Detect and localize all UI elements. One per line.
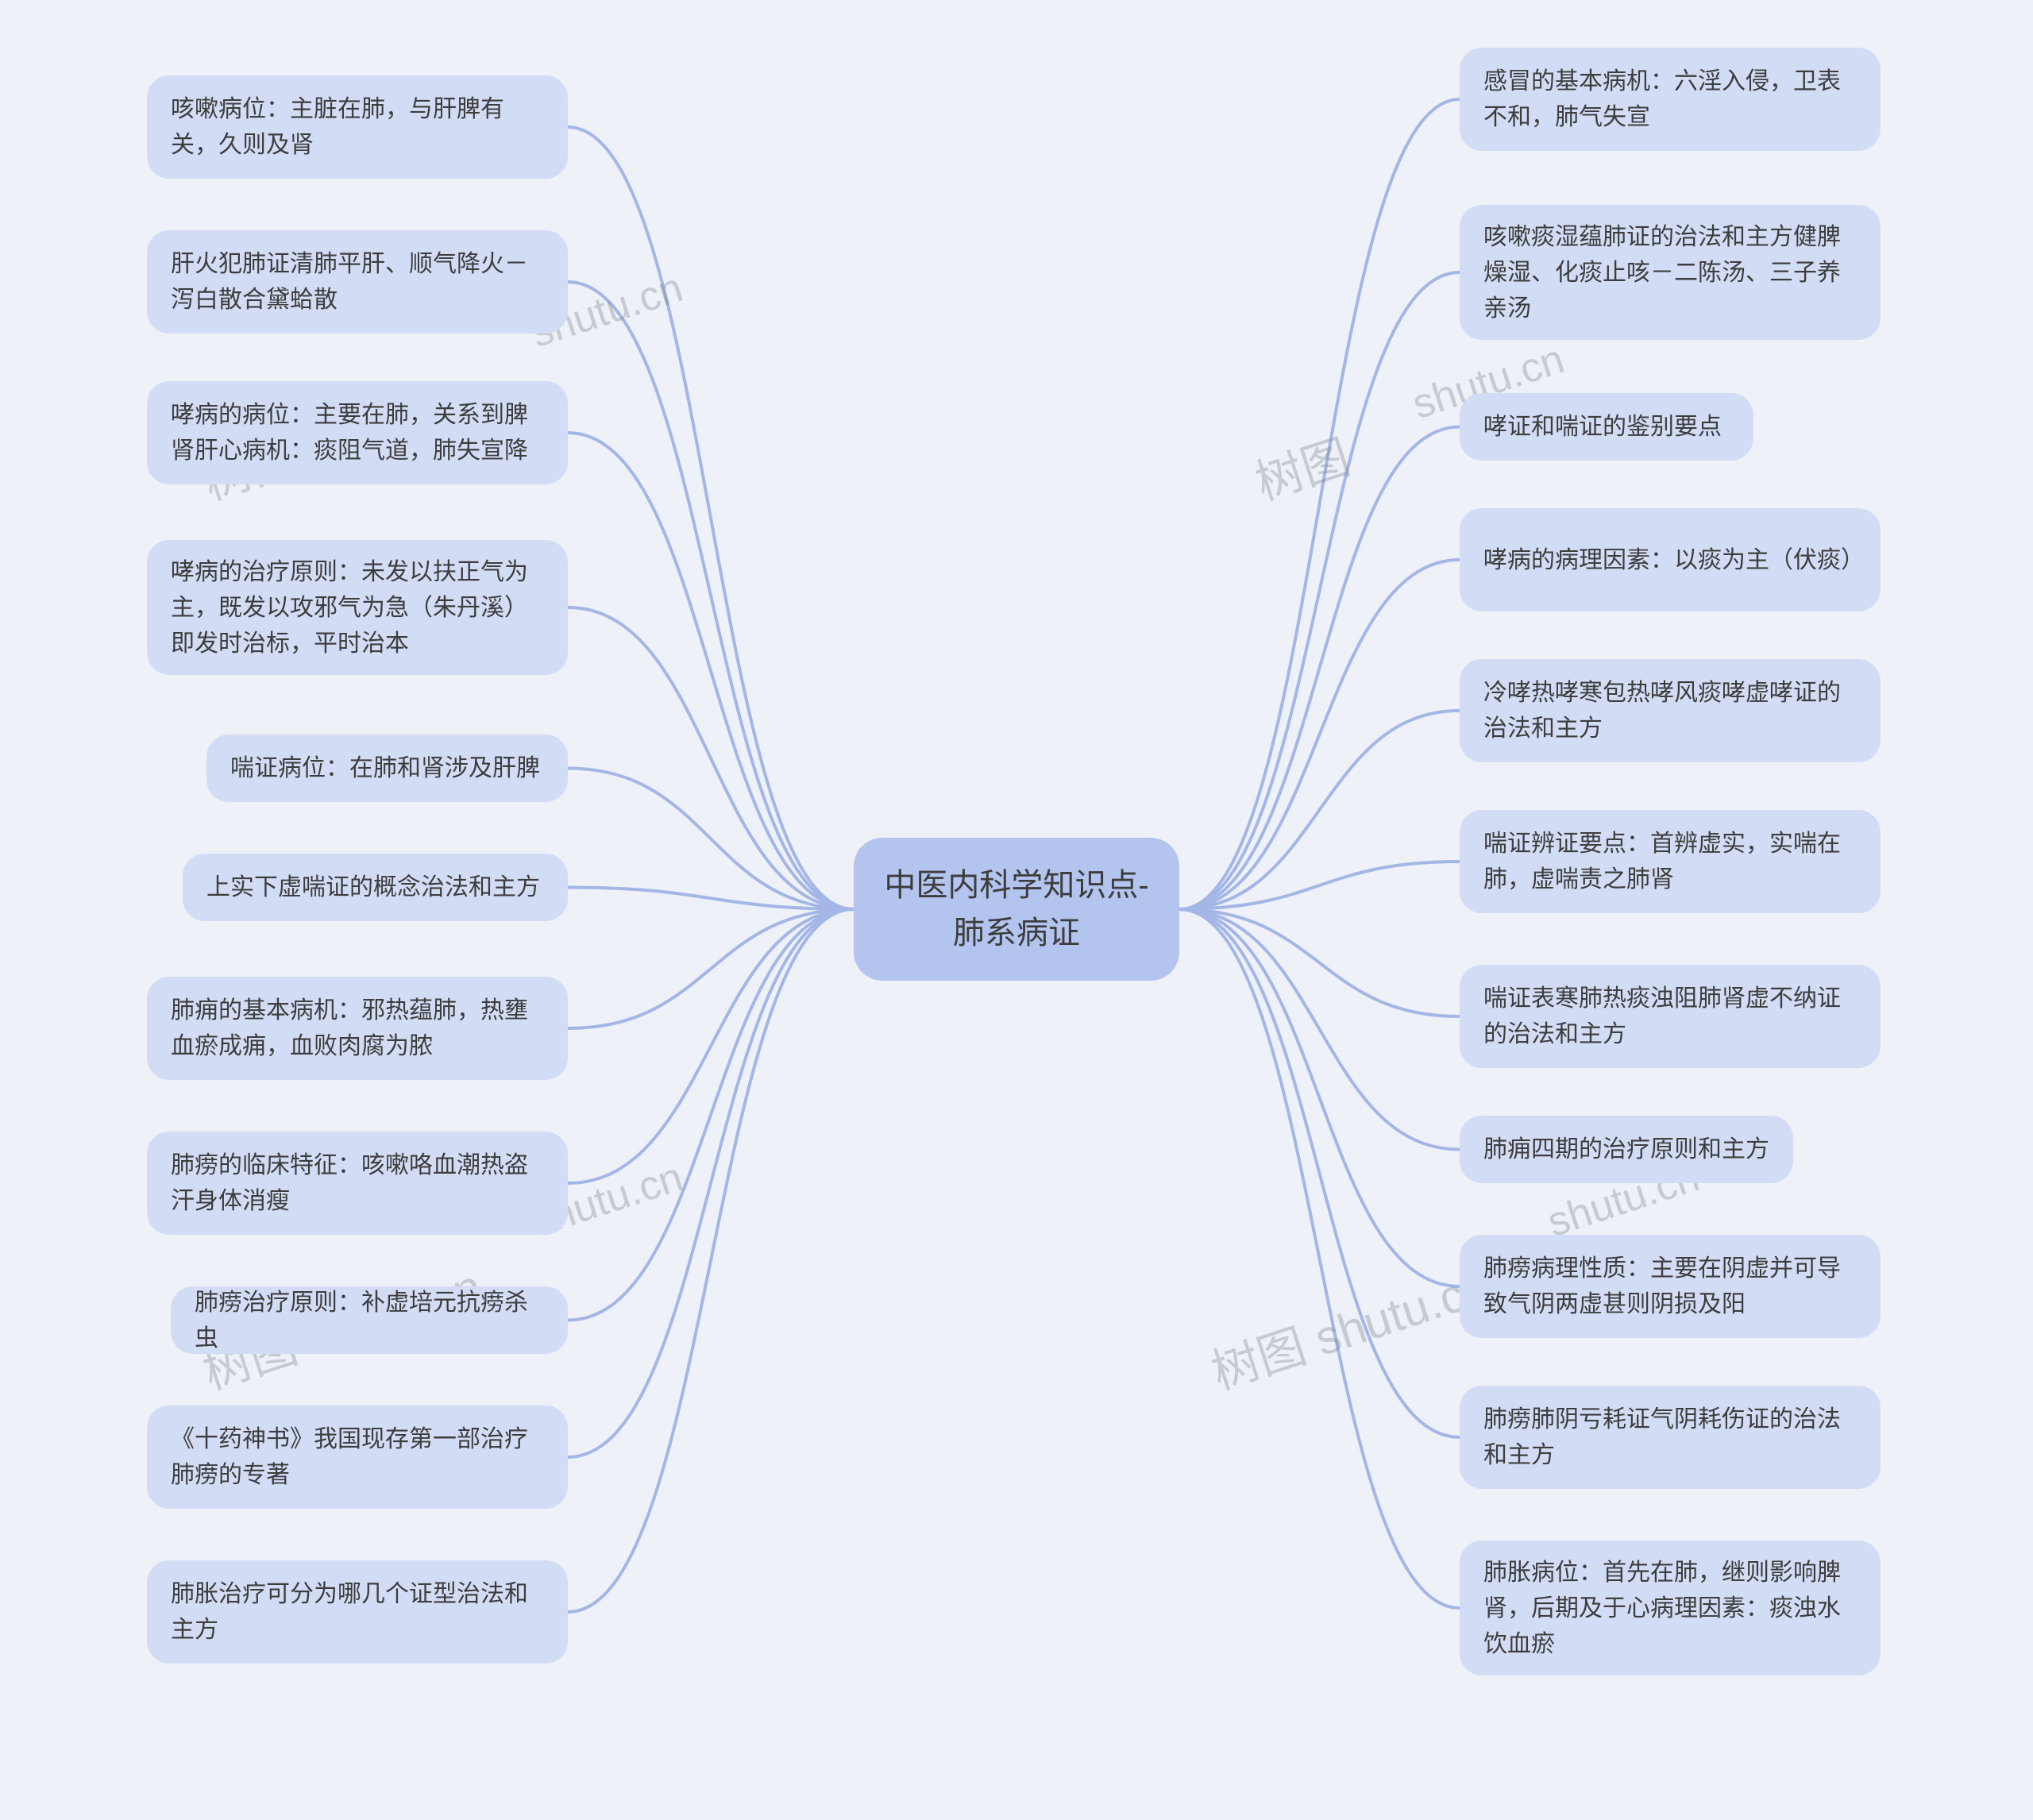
leaf-node-l6[interactable]: 上实下虚喘证的概念治法和主方 [183, 854, 568, 921]
edge [1179, 909, 1460, 1150]
leaf-node-r9[interactable]: 肺痨病理性质：主要在阴虚并可导致气阴两虚甚则阴损及阳 [1460, 1235, 1881, 1338]
edge [1179, 862, 1460, 909]
edge [1179, 909, 1460, 1437]
leaf-node-l11[interactable]: 肺胀治疗可分为哪几个证型治法和主方 [147, 1560, 568, 1664]
leaf-node-r11[interactable]: 肺胀病位：首先在肺，继则影响脾肾，后期及于心病理因素：痰浊水饮血瘀 [1460, 1540, 1881, 1675]
edge [568, 909, 854, 1183]
leaf-node-r2[interactable]: 咳嗽痰湿蕴肺证的治法和主方健脾燥湿、化痰止咳－二陈汤、三子养亲汤 [1460, 205, 1881, 340]
leaf-node-l2[interactable]: 肝火犯肺证清肺平肝、顺气降火－泻白散合黛蛤散 [147, 230, 568, 334]
edge [568, 282, 854, 909]
edge [568, 909, 854, 1321]
leaf-node-l10[interactable]: 《十药神书》我国现存第一部治疗肺痨的专著 [147, 1405, 568, 1509]
leaf-node-l9[interactable]: 肺痨治疗原则：补虚培元抗痨杀虫 [171, 1286, 568, 1354]
edge [568, 888, 854, 910]
leaf-node-r6[interactable]: 喘证辨证要点：首辨虚实，实喘在肺，虚喘责之肺肾 [1460, 810, 1881, 913]
leaf-node-l4[interactable]: 哮病的治疗原则：未发以扶正气为主，既发以攻邪气为急（朱丹溪）即发时治标，平时治本 [147, 540, 568, 675]
leaf-node-l1[interactable]: 咳嗽病位：主脏在肺，与肝脾有关，久则及肾 [147, 75, 568, 179]
leaf-node-r4[interactable]: 哮病的病理因素：以痰为主（伏痰） [1460, 508, 1881, 611]
edge [1179, 711, 1460, 909]
edge [568, 433, 854, 909]
edge [568, 607, 854, 909]
leaf-node-r7[interactable]: 喘证表寒肺热痰浊阻肺肾虚不纳证的治法和主方 [1460, 965, 1881, 1068]
leaf-node-l8[interactable]: 肺痨的临床特征：咳嗽咯血潮热盗汗身体消瘦 [147, 1132, 568, 1235]
edge [568, 127, 854, 909]
edge [568, 909, 854, 1457]
watermark: 树图 shutu.cn [1202, 1248, 1498, 1403]
mindmap-canvas: 树图 shutu.cnshutu.cn树图shutu.cn树图 shutu.cn… [0, 0, 2033, 1820]
edge [1179, 272, 1460, 909]
center-node[interactable]: 中医内科学知识点-肺系病证 [854, 838, 1179, 981]
leaf-node-r3[interactable]: 哮证和喘证的鉴别要点 [1460, 393, 1753, 461]
watermark: 树图 [1245, 418, 1357, 514]
edge [568, 909, 854, 1612]
edge [568, 769, 854, 910]
leaf-node-l3[interactable]: 哮病的病位：主要在肺，关系到脾肾肝心病机：痰阻气道，肺失宣降 [147, 381, 568, 484]
edge [568, 909, 854, 1028]
edge [1179, 909, 1460, 1016]
edge [1179, 909, 1460, 1608]
edge [1179, 99, 1460, 909]
edge [1179, 427, 1460, 910]
leaf-node-r5[interactable]: 冷哮热哮寒包热哮风痰哮虚哮证的治法和主方 [1460, 659, 1881, 762]
edge [1179, 560, 1460, 909]
leaf-node-r1[interactable]: 感冒的基本病机：六淫入侵，卫表不和，肺气失宣 [1460, 48, 1881, 151]
leaf-node-r8[interactable]: 肺痈四期的治疗原则和主方 [1460, 1116, 1793, 1183]
leaf-node-l5[interactable]: 喘证病位：在肺和肾涉及肝脾 [206, 735, 568, 802]
leaf-node-l7[interactable]: 肺痈的基本病机：邪热蕴肺，热壅血瘀成痈，血败肉腐为脓 [147, 977, 568, 1080]
leaf-node-r10[interactable]: 肺痨肺阴亏耗证气阴耗伤证的治法和主方 [1460, 1386, 1881, 1489]
edge [1179, 909, 1460, 1286]
